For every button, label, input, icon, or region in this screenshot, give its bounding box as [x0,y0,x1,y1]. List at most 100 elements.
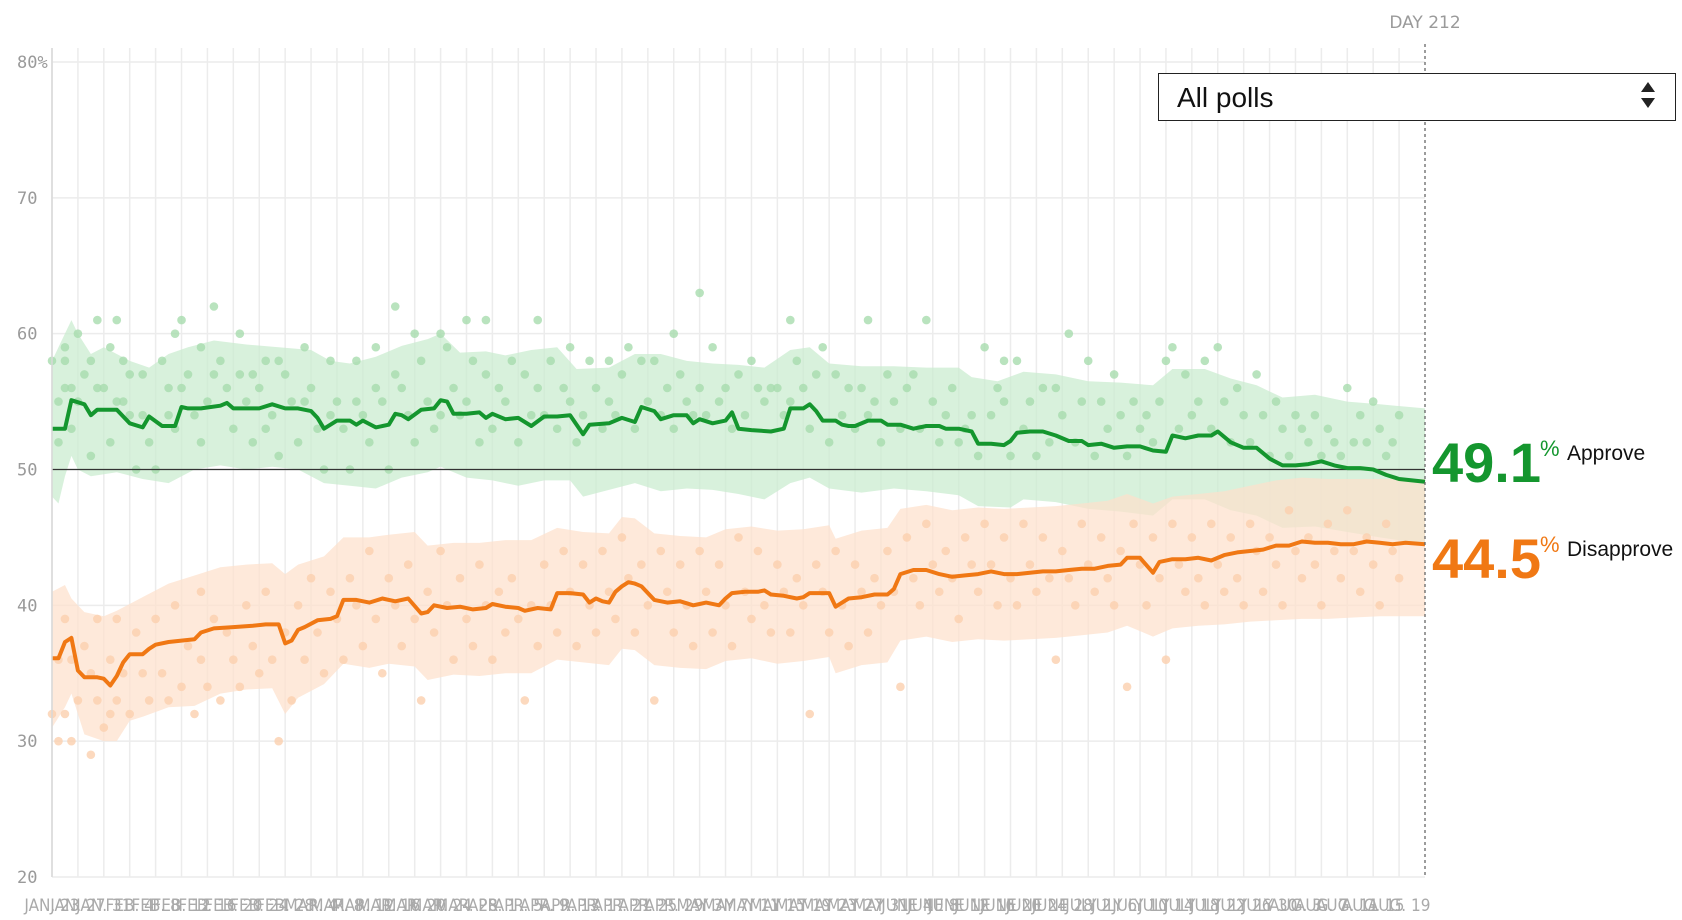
approve-poll-dot [86,356,96,366]
uncertainty-bands [52,320,1425,742]
approve-poll-dot [164,410,173,420]
disapprove-poll-dot [876,601,886,610]
disapprove-poll-dot [190,709,199,719]
approve-poll-dot [585,356,594,366]
approve-poll-dot [390,302,400,311]
approve-poll-dot [533,383,543,393]
disapprove-poll-dot [475,560,484,569]
disapprove-poll-dot [157,668,167,678]
approve-poll-dot [397,383,407,393]
approve-poll-dot [209,302,219,311]
disapprove-current-label: 44.5% Disapprove [1432,527,1673,590]
approve-poll-dot [442,342,452,352]
disapprove-poll-dot [1194,573,1203,583]
x-tick-label: JULY 6 [1090,896,1137,916]
approve-poll-dot [559,383,568,393]
disapprove-poll-dot [60,709,70,719]
x-tick-label: MAY 27 [827,896,883,916]
disapprove-poll-dot [630,628,640,637]
disapprove-poll-dot [1012,601,1022,610]
poll-filter-select[interactable]: All polls [1158,73,1676,121]
approve-poll-dot [1168,342,1177,352]
disapprove-poll-dot [1129,519,1138,529]
approve-poll-dot [1096,397,1106,406]
x-tick-label: JAN. 31 [75,896,131,916]
approve-poll-dot [222,383,232,393]
disapprove-poll-dot [390,601,400,610]
disapprove-poll-dot [611,614,620,624]
disapprove-poll-dot [112,696,122,705]
disapprove-poll-dot [60,614,70,624]
poll-dots [47,288,1404,760]
approve-poll-dot [1083,356,1093,366]
approve-poll-dot [112,397,122,406]
x-tick-label: MAR. 28 [435,896,498,916]
disapprove-poll-dot [125,709,135,719]
approve-poll-dot [1122,451,1132,461]
disapprove-poll-dot [397,641,407,651]
x-tick-label: APR. 21 [592,896,651,916]
approve-poll-dot [1148,438,1158,447]
x-tick-label: JUNE 28 [1031,896,1093,916]
disapprove-poll-dot [1116,546,1125,556]
disapprove-poll-dot [954,614,963,624]
approve-poll-dot [248,370,258,379]
disapprove-poll-dot [67,736,76,746]
disapprove-poll-dot [805,709,815,719]
disapprove-poll-dot [1019,519,1028,529]
disapprove-poll-dot [144,696,154,705]
disapprove-poll-dot [850,560,860,569]
x-tick-label: AUG. 3 [1269,896,1322,916]
approve-poll-dot [637,356,646,366]
approve-poll-dot [889,397,899,406]
approve-poll-dot [1252,370,1261,379]
approve-poll-dot [313,424,322,434]
disapprove-poll-dot [1349,546,1359,556]
approve-poll-dot [449,383,458,393]
approve-poll-dot [714,397,724,406]
x-tick-label: JULY 10 [1111,896,1168,916]
disapprove-poll-dot [1226,533,1236,542]
disapprove-poll-dot [1038,533,1048,542]
disapprove-poll-dot [1051,655,1061,664]
approve-poll-dot [747,356,756,366]
disapprove-poll-dot [1103,573,1112,583]
disapprove-poll-dot [105,655,115,664]
disapprove-poll-dot [507,573,517,583]
disapprove-poll-dot [131,628,141,637]
disapprove-current-value: 44.5 [1432,527,1541,590]
approve-poll-dot [1291,410,1300,420]
disapprove-poll-dot [455,573,465,583]
disapprove-poll-dot [662,587,672,597]
approve-poll-dot [1090,451,1100,461]
approve-poll-dot [365,438,374,447]
disapprove-poll-dot [1297,573,1307,583]
approve-poll-dot [1342,383,1352,393]
disapprove-poll-dot [928,560,938,569]
approve-poll-dot [980,342,989,352]
approve-poll-dot [1206,424,1216,434]
approve-poll-dot [863,410,873,420]
approve-poll-dot [1155,397,1164,406]
disapprove-poll-dot [604,587,614,597]
x-tick-label: JULY 22 [1189,896,1246,916]
disapprove-poll-dot [883,546,892,556]
x-tick-label: MAR. 24 [409,896,472,916]
approve-poll-dot [196,438,206,447]
approve-poll-dot [125,370,135,379]
disapprove-poll-dot [377,668,387,678]
disapprove-poll-dot [352,601,361,610]
approve-poll-dot [863,315,873,325]
disapprove-poll-dot [1355,587,1365,597]
percent-sign: % [1540,532,1560,557]
approve-poll-dot [1304,438,1313,447]
disapprove-poll-dot [831,546,840,556]
approve-poll-dot [695,288,704,298]
approve-poll-dot [1271,397,1281,406]
approve-poll-dot [565,342,575,352]
disapprove-poll-dot [371,614,381,624]
disapprove-poll-dot [1096,533,1106,542]
disapprove-poll-dot [1181,587,1190,597]
disapprove-poll-dot [209,614,219,624]
approve-poll-dot [1239,410,1248,420]
